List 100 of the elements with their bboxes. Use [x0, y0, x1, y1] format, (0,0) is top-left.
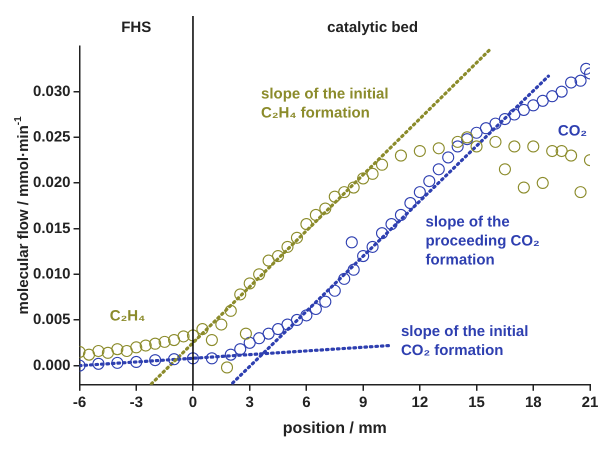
- point: [346, 236, 358, 248]
- series-label: slope of the proceeding CO₂ formation: [426, 214, 540, 269]
- point: [536, 176, 549, 190]
- point: [366, 168, 379, 180]
- point: [168, 334, 180, 346]
- point: [177, 330, 190, 342]
- point: [527, 140, 540, 153]
- point: [281, 240, 294, 253]
- y-tick-label: 0.010: [32, 265, 71, 282]
- point: [234, 288, 246, 300]
- point: [130, 356, 142, 368]
- point: [357, 250, 370, 262]
- point: [140, 339, 152, 352]
- point: [442, 151, 454, 164]
- point: [546, 90, 558, 102]
- point: [574, 74, 587, 87]
- point: [480, 122, 492, 134]
- point: [102, 346, 114, 359]
- point: [224, 304, 237, 317]
- point: [348, 181, 360, 194]
- point: [158, 336, 171, 348]
- point: [452, 136, 464, 148]
- point: [556, 144, 568, 158]
- point: [518, 104, 530, 116]
- point: [470, 140, 483, 153]
- point: [168, 353, 180, 366]
- point: [111, 343, 124, 356]
- point: [518, 181, 530, 194]
- point: [206, 352, 218, 364]
- x-tick-label: 0: [188, 394, 198, 411]
- point: [220, 361, 234, 374]
- x-tick-label: 3: [246, 394, 254, 411]
- point: [376, 227, 388, 240]
- text: catalytic bed: [327, 19, 418, 36]
- point: [240, 328, 252, 340]
- point: [394, 208, 407, 221]
- point: [272, 323, 284, 336]
- y-tick-label: 0.030: [32, 82, 71, 100]
- point: [489, 118, 502, 130]
- point: [92, 358, 104, 370]
- point: [556, 86, 568, 98]
- point: [262, 328, 275, 340]
- point: [385, 218, 398, 230]
- point: [319, 296, 332, 308]
- y-tick-label: 0.005: [32, 311, 71, 328]
- point: [244, 336, 256, 349]
- point: [120, 344, 133, 358]
- point: [414, 186, 426, 198]
- point: [565, 76, 578, 89]
- point: [338, 186, 350, 198]
- point: [92, 344, 104, 358]
- point: [366, 240, 379, 253]
- series-label: CO₂: [558, 122, 588, 140]
- point: [310, 208, 322, 221]
- point: [272, 250, 284, 262]
- point: [196, 323, 208, 336]
- point: [224, 348, 237, 361]
- y-tick-label: 0.020: [32, 174, 71, 192]
- point: [290, 314, 304, 326]
- x-tick-label: 9: [358, 394, 368, 411]
- point: [536, 94, 549, 107]
- point: [130, 341, 142, 354]
- y-tick-label: 0.015: [32, 220, 71, 237]
- x-tick-label: -6: [72, 394, 86, 411]
- point: [432, 163, 445, 176]
- point: [186, 352, 200, 364]
- point: [498, 163, 511, 176]
- point: [574, 186, 587, 198]
- point: [414, 144, 426, 158]
- point: [300, 309, 312, 322]
- x-tick-label: 18: [524, 394, 542, 411]
- point: [527, 99, 540, 112]
- x-tick-label: 15: [468, 394, 485, 411]
- point: [498, 113, 511, 126]
- point: [300, 218, 312, 230]
- point: [215, 318, 228, 331]
- point: [394, 150, 407, 162]
- point: [149, 354, 162, 366]
- point: [376, 158, 388, 171]
- x-tick-label: 6: [302, 394, 311, 411]
- point: [423, 175, 436, 188]
- point: [111, 356, 124, 369]
- text: FHS: [121, 19, 152, 36]
- point: [328, 190, 341, 203]
- x-tick-label: -3: [130, 394, 143, 411]
- point: [262, 254, 275, 267]
- point: [244, 277, 256, 290]
- point: [253, 332, 266, 344]
- y-tick-label: 0.000: [32, 356, 71, 374]
- point: [206, 334, 218, 346]
- point: [186, 329, 200, 342]
- point: [290, 232, 304, 244]
- point: [452, 140, 464, 153]
- point: [149, 338, 162, 350]
- point: [253, 268, 266, 280]
- x-axis-title: position / mm: [282, 420, 387, 437]
- point: [281, 318, 294, 331]
- point: [565, 150, 578, 162]
- point: [508, 140, 520, 153]
- x-tick-label: 21: [582, 394, 598, 411]
